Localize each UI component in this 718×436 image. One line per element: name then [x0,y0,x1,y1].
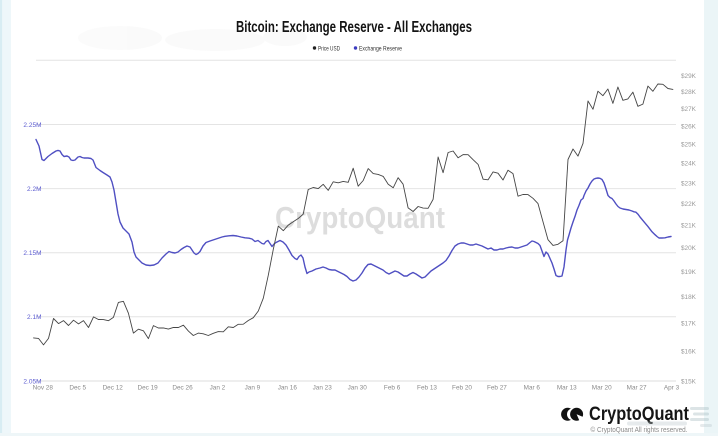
svg-text:2.15M: 2.15M [23,250,41,257]
svg-text:CryptoQuant: CryptoQuant [589,404,690,425]
svg-text:Apr 3: Apr 3 [664,385,680,392]
svg-text:Jan 9: Jan 9 [245,385,261,392]
svg-text:Nov 28: Nov 28 [33,385,54,392]
svg-text:Bitcoin: Exchange Reserve - Al: Bitcoin: Exchange Reserve - All Exchange… [236,19,472,36]
svg-text:$15K: $15K [681,378,697,385]
svg-text:Mar 27: Mar 27 [627,385,647,392]
svg-text:Dec 26: Dec 26 [172,385,193,392]
svg-text:$19K: $19K [681,269,697,276]
svg-text:$20K: $20K [681,245,697,252]
svg-text:2.2M: 2.2M [27,186,41,193]
svg-text:Mar 6: Mar 6 [524,385,541,392]
svg-text:Feb 20: Feb 20 [452,385,472,392]
svg-text:$29K: $29K [681,73,697,80]
svg-text:Feb 6: Feb 6 [384,385,401,392]
svg-text:Feb 13: Feb 13 [417,385,437,392]
svg-text:$21K: $21K [681,222,697,229]
svg-text:Dec 12: Dec 12 [103,385,124,392]
svg-text:Mar 13: Mar 13 [557,385,577,392]
svg-text:$17K: $17K [681,320,697,327]
svg-text:Jan 2: Jan 2 [210,385,226,392]
svg-text:$18K: $18K [681,294,697,301]
svg-text:CryptoQuant: CryptoQuant [275,200,445,235]
svg-text:$23K: $23K [681,180,697,187]
svg-text:$16K: $16K [681,348,697,355]
svg-text:$28K: $28K [681,89,697,96]
svg-text:$26K: $26K [681,124,697,131]
svg-text:2.1M: 2.1M [27,314,41,321]
svg-text:Dec 19: Dec 19 [137,385,158,392]
svg-text:2.05M: 2.05M [23,378,41,385]
svg-text:$22K: $22K [681,201,697,208]
svg-text:Jan 30: Jan 30 [348,385,368,392]
svg-text:Jan 23: Jan 23 [313,385,333,392]
svg-text:Mar 20: Mar 20 [592,385,612,392]
svg-text:Feb 27: Feb 27 [487,385,507,392]
svg-text:© CryptoQuant All rights reser: © CryptoQuant All rights reserved. [591,425,688,434]
svg-text:Exchange Reserve: Exchange Reserve [359,45,402,52]
svg-text:Price USD: Price USD [318,45,340,52]
svg-text:$27K: $27K [681,106,697,113]
svg-text:$25K: $25K [681,142,697,149]
svg-text:2.25M: 2.25M [23,122,41,129]
svg-text:Jan 16: Jan 16 [278,385,298,392]
svg-text:$24K: $24K [681,161,697,168]
svg-text:Dec 5: Dec 5 [69,385,86,392]
